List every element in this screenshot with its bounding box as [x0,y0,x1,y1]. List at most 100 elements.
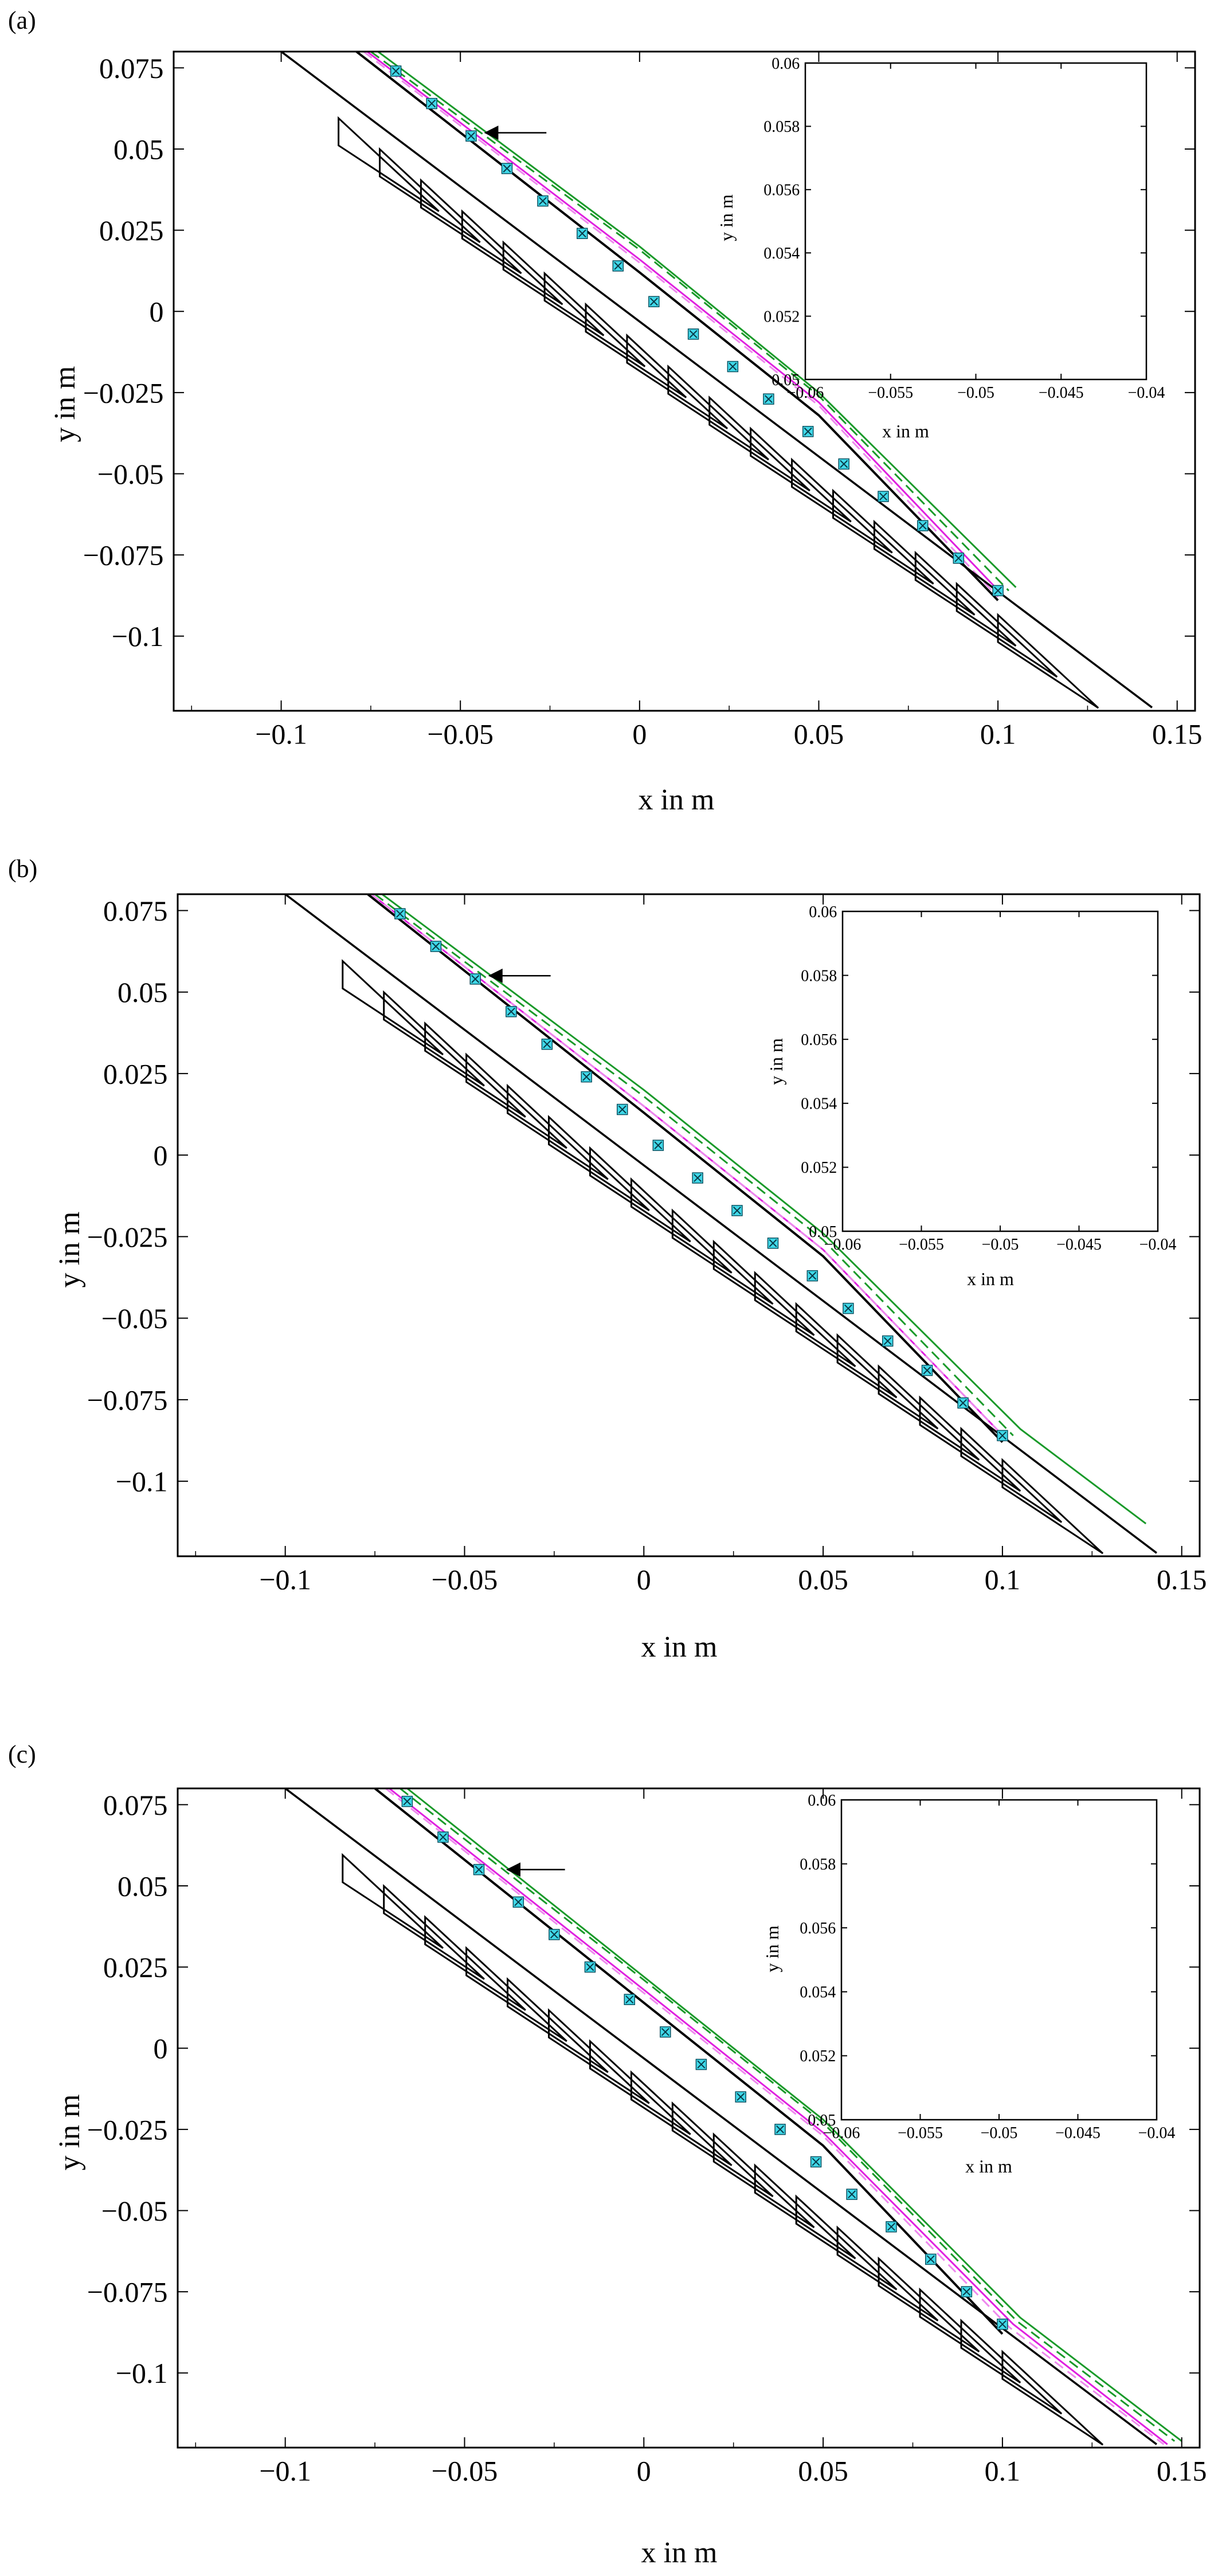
y-tick-label: 0 [154,2033,168,2065]
series-line [399,1788,1176,2442]
sawtooth-tooth [1001,2350,1104,2446]
x-tick-label: −0.1 [259,1564,311,1596]
sawtooth-tooth [878,2256,980,2352]
sawtooth-tooth [712,2132,815,2229]
inset-frame [840,1799,1158,2121]
inset: −0.06 −0.055 −0.05 −0.045 −0.04 0.05 0.052 0.05… [800,1792,1175,2142]
x-tick-label: 0 [637,2455,651,2487]
marker-cross [733,1206,741,1215]
y-tick-label: −0.025 [87,1221,168,1253]
inset-x-tick-label: −0.06 [824,1236,861,1254]
series-line [389,1788,1168,2445]
sawtooth-tooth [465,1946,567,2042]
series-line [370,894,1007,1440]
frame [173,50,1196,712]
sawtooth-tooth [424,1915,526,2011]
sawtooth-tooth [383,990,485,1087]
sawtooth-tooth [795,2194,898,2291]
inset-x-label: x in m [967,1269,1014,1289]
x-tick-label: −0.1 [255,718,307,750]
inset-x-tick-label: −0.05 [982,1236,1019,1254]
panel-label: (a) [8,6,36,34]
inset-y-tick-label: 0.058 [800,1855,836,1873]
inset-x-tick-label: −0.045 [1039,384,1084,402]
marker-cross [694,1173,702,1183]
sawtooth-tooth [630,2070,733,2166]
panel-a: (a) x in m y in m x in m y in m −0.1 −0.0… [8,6,1202,816]
plot-area [284,1788,1182,2446]
marker-cross [998,1431,1006,1440]
y-tick-label: 0.075 [99,52,164,84]
x-axis-label: x in m [641,2536,718,2569]
marker-cross [883,1337,892,1345]
sawtooth-tooth [383,1884,485,1980]
series-line [363,52,999,598]
y-tick-label: 0.075 [103,1789,168,1821]
series-line [374,894,1014,1436]
inset-x-tick-label: −0.055 [898,2124,943,2142]
inset-y-tick-label: 0.052 [763,308,800,326]
marker-cross [804,427,812,436]
marker-cross [776,2125,785,2133]
sawtooth-tooth [708,396,810,492]
inset-x-tick-label: −0.045 [1056,1236,1102,1254]
marker-cross [428,99,436,108]
marker-cross [661,2027,669,2036]
marker-cross [395,910,404,918]
marker-cross [926,2255,935,2264]
x-tick-label: 0 [632,718,647,750]
y-tick-label: −0.05 [97,458,164,490]
sawtooth-tooth [342,959,444,1056]
sawtooth-tooth [379,147,481,243]
y-tick-label: −0.075 [87,2276,168,2308]
marker-cross [689,330,698,338]
inset-y-tick-label: 0.052 [801,1159,837,1177]
x-tick-label: 0.15 [1157,1564,1207,1596]
marker-cross [808,1271,817,1280]
inset-y-tick-label: 0.06 [771,55,800,73]
inset-x-tick-label: −0.045 [1055,2124,1100,2142]
sawtooth-tooth [589,2039,691,2135]
plot-area [284,894,1157,1555]
sawtooth-tooth [420,178,522,275]
y-axis-label: y in m [53,2095,86,2171]
y-tick-label: 0.075 [103,895,168,927]
marker-cross [954,554,963,562]
sawtooth-tooth [548,1115,650,1212]
wall-line [284,1788,1157,2445]
sawtooth-tooth [671,2101,774,2198]
marker-cross [618,1105,626,1114]
sawtooth-tooth [626,333,729,429]
inset-y-tick-label: 0.05 [771,371,800,389]
marker-cross [507,1007,515,1016]
sawtooth-tooth [791,457,893,554]
sawtooth-tooth [919,2287,1021,2384]
x-tick-label: 0 [637,1564,651,1596]
inset-y-tick-label: 0.056 [800,1920,836,1937]
series-line [377,52,1017,588]
marker-cross [403,1797,412,1806]
inset-x-tick-label: −0.04 [1138,2124,1176,2142]
wall-line [280,52,1153,708]
series-line [367,894,1004,1443]
marker-cross [438,1833,447,1841]
sawtooth-tooth [424,1021,526,1118]
y-tick-label: −0.05 [101,2195,168,2227]
marker-cross [844,1304,852,1313]
marker-cross [539,197,547,205]
y-tick-label: −0.1 [116,1466,168,1498]
marker-cross [586,1963,594,1971]
inset-x-tick-label: −0.04 [1128,384,1165,402]
marker-cross [649,297,658,306]
sawtooth-tooth [589,1146,691,1243]
series-line [374,1788,1004,2335]
inset-y-tick-label: 0.06 [808,1792,836,1810]
sawtooth-tooth [502,240,605,336]
y-axis-label: y in m [53,1212,86,1288]
inset-y-tick-label: 0.05 [808,2112,836,2129]
marker-cross [582,1072,591,1081]
sawtooth-tooth [960,2319,1063,2415]
series-line [406,1788,1182,2442]
sawtooth-tooth [997,613,1099,709]
marker-cross [962,2288,971,2296]
